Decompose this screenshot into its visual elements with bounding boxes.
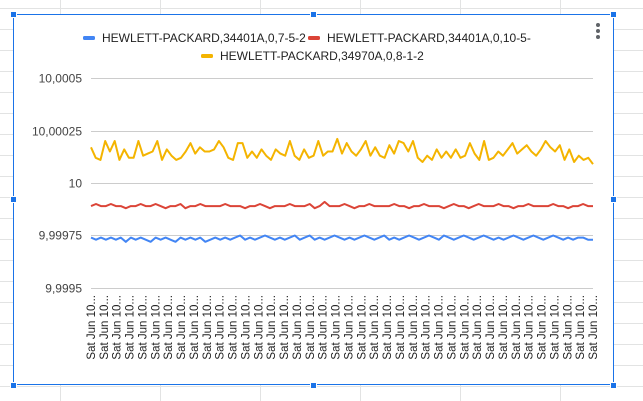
legend-swatch: [201, 54, 213, 58]
legend-label: HEWLETT-PACKARD,34970A,0,8-1-2: [220, 49, 424, 63]
x-tick-label: Sat Jun 10...: [511, 295, 523, 360]
resize-handle-top-right[interactable]: [610, 11, 617, 18]
x-tick-label: Sat Jun 10...: [189, 295, 201, 360]
x-tick-label: Sat Jun 10...: [343, 295, 355, 360]
x-tick-label: Sat Jun 10...: [472, 295, 484, 360]
x-tick-label: Sat Jun 10...: [138, 295, 150, 360]
series-line-2: [90, 200, 593, 210]
resize-handle-bottom[interactable]: [310, 382, 317, 389]
x-tick-label: Sat Jun 10...: [202, 295, 214, 360]
x-tick-label: Sat Jun 10...: [215, 295, 227, 360]
x-tick-label: Sat Jun 10...: [498, 295, 510, 360]
y-tick-label: 10,0005: [39, 72, 83, 86]
x-tick-label: Sat Jun 10...: [524, 295, 536, 360]
x-tick-label: Sat Jun 10...: [588, 295, 600, 360]
x-tick-label: Sat Jun 10...: [446, 295, 458, 360]
resize-handle-right[interactable]: [610, 196, 617, 203]
resize-handle-top-left[interactable]: [10, 11, 17, 18]
chart-series: [90, 137, 594, 243]
legend-label: HEWLETT-PACKARD,34401A,0,7-5-2: [102, 31, 306, 45]
x-tick-label: Sat Jun 10...: [485, 295, 497, 360]
x-tick-label: Sat Jun 10...: [292, 295, 304, 360]
x-tick-label: Sat Jun 10...: [266, 295, 278, 360]
legend-item-1: HEWLETT-PACKARD,34401A,0,7-5-2: [83, 31, 306, 45]
chart-legend: HEWLETT-PACKARD,34401A,0,7-5-2 HEWLETT-PA…: [83, 31, 531, 63]
x-tick-label: Sat Jun 10...: [459, 295, 471, 360]
x-tick-label: Sat Jun 10...: [99, 295, 111, 360]
y-tick-label: 9,9995: [45, 282, 82, 296]
x-axis-tick-labels: Sat Jun 10... Sat Jun 10... Sat Jun 10... S…: [86, 295, 600, 360]
vertical-dots-icon[interactable]: [594, 22, 602, 40]
resize-handle-bottom-left[interactable]: [10, 382, 17, 389]
x-tick-label: Sat Jun 10...: [241, 295, 253, 360]
x-tick-label: Sat Jun 10...: [163, 295, 175, 360]
resize-handle-left[interactable]: [10, 196, 17, 203]
legend-item-3: HEWLETT-PACKARD,34970A,0,8-1-2: [201, 49, 424, 63]
x-tick-label: Sat Jun 10...: [562, 295, 574, 360]
legend-swatch: [83, 36, 95, 40]
x-tick-label: Sat Jun 10...: [253, 295, 265, 360]
chart-gridlines: [91, 78, 593, 289]
y-tick-label: 10,00025: [32, 125, 82, 139]
x-tick-label: Sat Jun 10...: [395, 295, 407, 360]
y-tick-label: 10: [69, 177, 83, 191]
x-tick-label: Sat Jun 10...: [228, 295, 240, 360]
x-tick-label: Sat Jun 10...: [125, 295, 137, 360]
series-line-1: [90, 234, 593, 243]
x-tick-label: Sat Jun 10...: [575, 295, 587, 360]
y-axis-tick-labels: 10,0005 10,00025 10 9,99975 9,9995: [32, 72, 82, 296]
x-tick-label: Sat Jun 10...: [318, 295, 330, 360]
legend-label: HEWLETT-PACKARD,34401A,0,10-5-: [327, 31, 531, 45]
x-tick-label: Sat Jun 10...: [537, 295, 549, 360]
resize-handle-bottom-right[interactable]: [610, 382, 617, 389]
x-tick-label: Sat Jun 10...: [112, 295, 124, 360]
x-tick-label: Sat Jun 10...: [369, 295, 381, 360]
x-tick-label: Sat Jun 10...: [305, 295, 317, 360]
x-tick-label: Sat Jun 10...: [279, 295, 291, 360]
x-tick-label: Sat Jun 10...: [356, 295, 368, 360]
x-tick-label: Sat Jun 10...: [421, 295, 433, 360]
x-tick-label: Sat Jun 10...: [549, 295, 561, 360]
x-tick-label: Sat Jun 10...: [408, 295, 420, 360]
x-tick-label: Sat Jun 10...: [434, 295, 446, 360]
legend-item-2: HEWLETT-PACKARD,34401A,0,10-5-: [308, 31, 531, 45]
x-tick-label: Sat Jun 10...: [382, 295, 394, 360]
y-tick-label: 9,99975: [39, 229, 83, 243]
x-tick-label: Sat Jun 10...: [150, 295, 162, 360]
legend-swatch: [308, 36, 320, 40]
resize-handle-top[interactable]: [310, 11, 317, 18]
x-tick-label: Sat Jun 10...: [176, 295, 188, 360]
x-tick-label: Sat Jun 10...: [331, 295, 343, 360]
series-line-3: [90, 137, 594, 165]
x-tick-label: Sat Jun 10...: [86, 295, 98, 360]
